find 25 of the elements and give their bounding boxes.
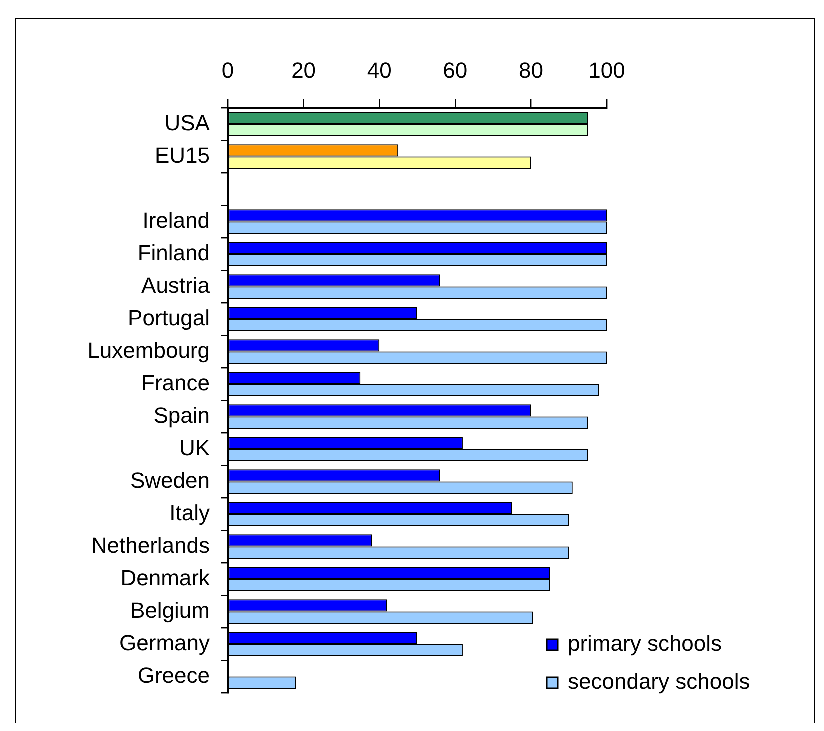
y-tick-label: Germany — [120, 630, 210, 656]
x-tick-label: 60 — [443, 58, 468, 83]
x-tick-label: 100 — [588, 58, 626, 83]
x-tick-label: 40 — [367, 58, 392, 83]
x-tick-label: 20 — [292, 58, 316, 83]
legend-label: primary schools — [568, 631, 722, 656]
y-tick-label: Spain — [154, 402, 210, 428]
y-tick-label: Finland — [138, 240, 210, 266]
y-tick-label: Belgium — [130, 598, 210, 623]
x-tick-label: 80 — [518, 58, 544, 83]
y-tick-label: Ireland — [142, 208, 210, 233]
y-tick-label: Sweden — [130, 468, 210, 493]
y-tick-label: Italy — [170, 500, 210, 526]
y-tick-label: USA — [164, 110, 210, 136]
y-tick-label: EU15 — [154, 142, 210, 168]
y-tick-label: Denmark — [120, 565, 211, 590]
y-tick-label: Portugal — [128, 305, 210, 330]
y-tick-label: UK — [179, 435, 210, 460]
y-tick-label: France — [142, 370, 210, 396]
y-tick-label: Greece — [138, 662, 210, 688]
x-tick-label: 0 — [222, 58, 234, 83]
y-tick-label: Netherlands — [91, 532, 210, 558]
legend-label: secondary schools — [568, 669, 750, 694]
y-tick-label: Luxembourg — [88, 338, 210, 363]
y-tick-label: Austria — [142, 272, 211, 298]
